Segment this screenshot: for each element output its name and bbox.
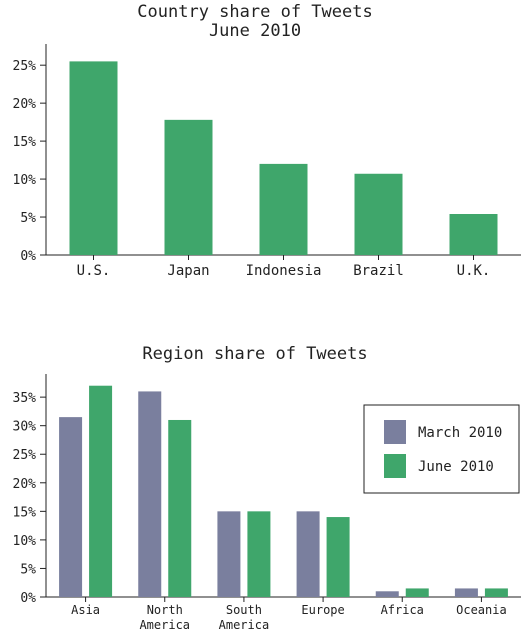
bar-north-america-june-2010 bbox=[168, 419, 192, 597]
x-category-label: Europe bbox=[301, 603, 344, 617]
bar-south-america-june-2010 bbox=[247, 511, 271, 597]
y-tick-label: 25% bbox=[13, 448, 37, 463]
x-category-label: Japan bbox=[167, 263, 209, 279]
y-tick-label: 0% bbox=[20, 249, 36, 264]
bar-oceania-march-2010 bbox=[454, 588, 478, 597]
x-category-label: America bbox=[219, 618, 270, 632]
x-category-label: Brazil bbox=[353, 263, 404, 279]
y-tick-label: 15% bbox=[13, 135, 37, 150]
region-share-chart: Region share of Tweets 0% 5% 10% 15% 20% 25% 30… bbox=[13, 344, 521, 632]
y-tick-label: 35% bbox=[13, 391, 37, 406]
y-tick-label: 10% bbox=[13, 173, 37, 188]
y-tick-label: 0% bbox=[20, 591, 36, 606]
bar-europe-june-2010 bbox=[326, 517, 350, 597]
bar-south-america-march-2010 bbox=[217, 511, 241, 597]
x-category-label: America bbox=[139, 618, 190, 632]
y-tick-label: 30% bbox=[13, 420, 37, 435]
legend-box bbox=[363, 404, 520, 494]
y-tick-label: 5% bbox=[20, 211, 36, 226]
y-tick-label: 25% bbox=[13, 59, 37, 74]
chart-title: Region share of Tweets bbox=[142, 344, 367, 364]
legend-label: June 2010 bbox=[418, 459, 494, 475]
y-tick-label: 20% bbox=[13, 477, 37, 492]
bar-u-k-june-2010 bbox=[449, 214, 498, 255]
y-tick-label: 5% bbox=[20, 562, 36, 577]
bar-japan-june-2010 bbox=[164, 119, 213, 255]
legend-swatch-june-2010 bbox=[384, 454, 406, 478]
x-category-label: Asia bbox=[71, 603, 100, 617]
chart-title: June 2010 bbox=[209, 21, 301, 41]
chart-title: Country share of Tweets bbox=[137, 2, 372, 22]
x-category-label: South bbox=[226, 603, 262, 617]
x-category-label: North bbox=[147, 603, 183, 617]
y-tick-label: 10% bbox=[13, 534, 37, 549]
x-category-label: U.S. bbox=[77, 263, 111, 279]
bar-europe-march-2010 bbox=[296, 511, 320, 597]
x-category-label: Indonesia bbox=[246, 263, 322, 279]
bar-asia-march-2010 bbox=[59, 417, 83, 597]
bar-north-america-march-2010 bbox=[138, 391, 162, 597]
x-category-label: Africa bbox=[381, 603, 424, 617]
bar-africa-june-2010 bbox=[405, 588, 429, 597]
bar-brazil-june-2010 bbox=[354, 173, 403, 255]
x-category-label: U.K. bbox=[457, 263, 491, 279]
bar-oceania-june-2010 bbox=[484, 588, 508, 597]
y-tick-label: 20% bbox=[13, 97, 37, 112]
bar-indonesia-june-2010 bbox=[259, 163, 308, 255]
legend-label: March 2010 bbox=[418, 425, 502, 441]
bar-africa-march-2010 bbox=[375, 591, 399, 597]
x-category-label: Oceania bbox=[456, 603, 507, 617]
bar-u-s-june-2010 bbox=[69, 61, 118, 256]
bar-asia-june-2010 bbox=[89, 385, 113, 597]
legend-swatch-march-2010 bbox=[384, 420, 406, 444]
y-tick-label: 15% bbox=[13, 505, 37, 520]
